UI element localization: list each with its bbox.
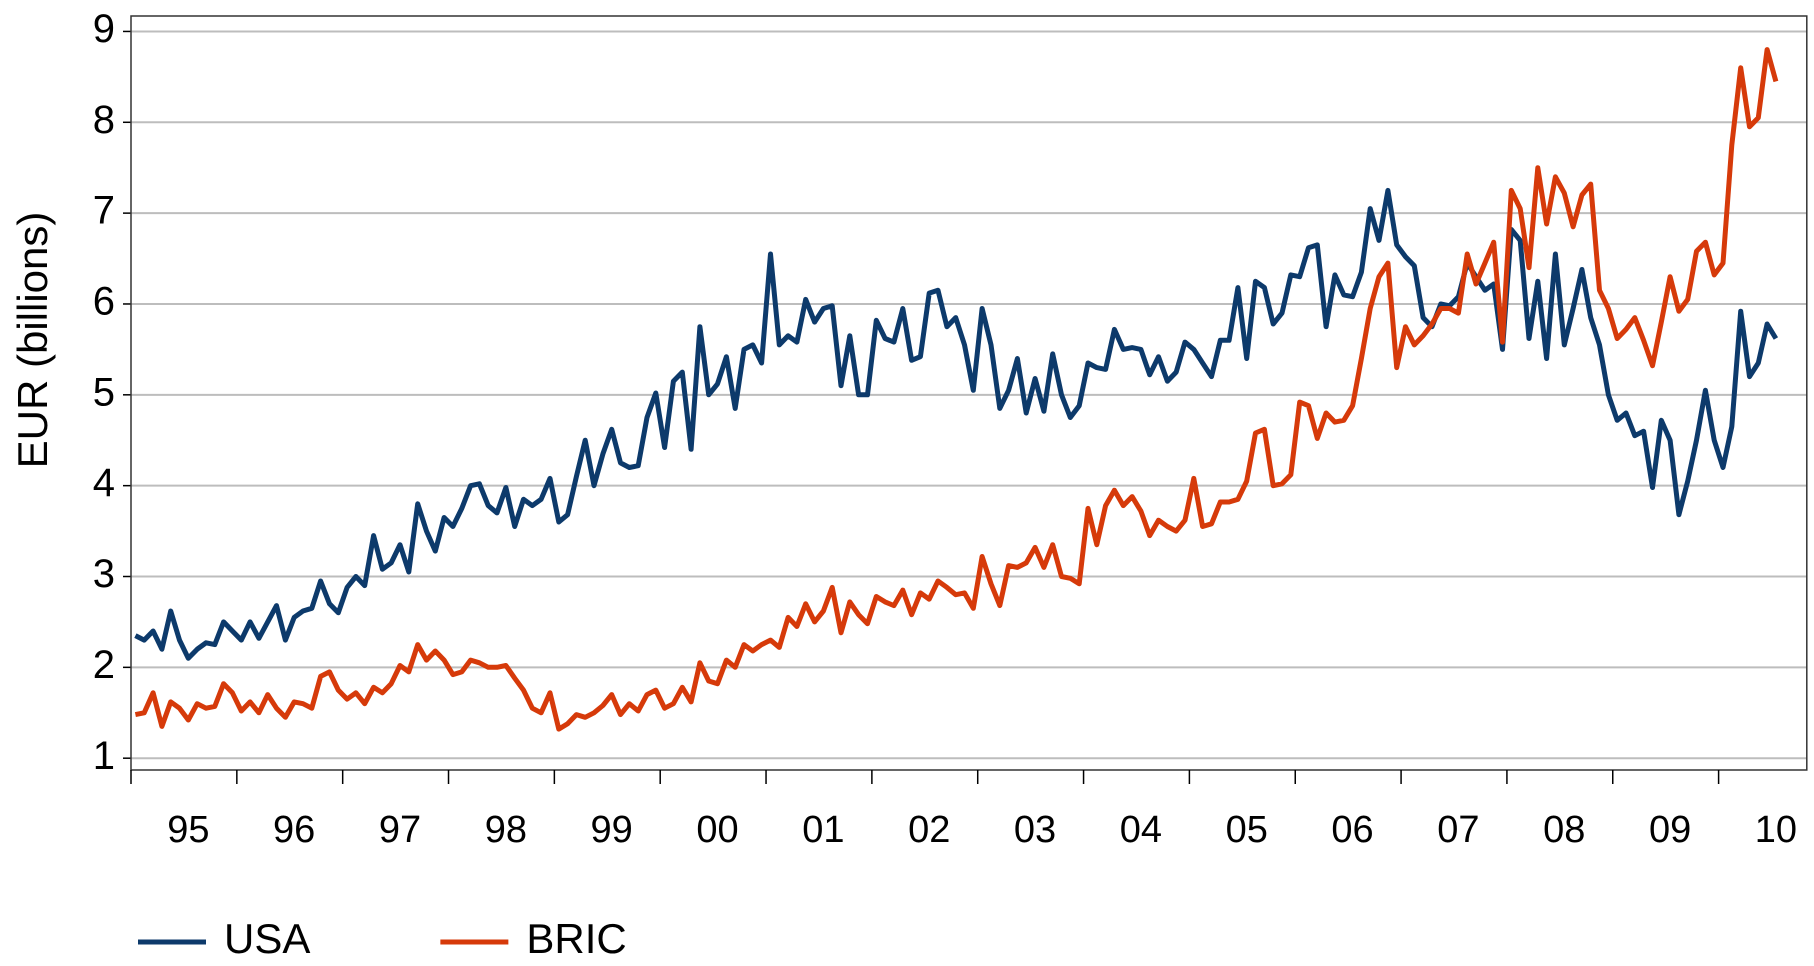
x-tick-label: 08 — [1543, 809, 1585, 851]
y-tick-label: 5 — [93, 370, 115, 414]
y-tick-label: 8 — [93, 98, 115, 142]
x-tick-label: 10 — [1755, 809, 1797, 851]
y-axis-label: EUR (billions) — [9, 212, 56, 469]
x-tick-label: 04 — [1120, 809, 1162, 851]
y-tick-label: 2 — [93, 643, 115, 687]
legend-label: BRIC — [526, 915, 626, 961]
x-tick-label: 09 — [1649, 809, 1691, 851]
y-tick-label: 1 — [93, 734, 115, 778]
series-line — [134, 187, 1779, 661]
x-tick-label: 00 — [696, 809, 738, 851]
y-tick-label: 3 — [93, 552, 115, 596]
x-tick-label: 06 — [1331, 809, 1373, 851]
y-tick-label: 7 — [93, 189, 115, 233]
x-tick-label: 98 — [485, 809, 527, 851]
x-tick-label: 07 — [1437, 809, 1479, 851]
series-line — [134, 47, 1779, 732]
x-tick-label: 01 — [802, 809, 844, 851]
x-tick-label: 02 — [908, 809, 950, 851]
y-tick-label: 4 — [93, 461, 115, 505]
x-tick-label: 96 — [273, 809, 315, 851]
x-tick-label: 95 — [167, 809, 209, 851]
x-tick-label: 05 — [1226, 809, 1268, 851]
y-tick-label: 9 — [93, 7, 115, 51]
x-tick-label: 99 — [591, 809, 633, 851]
x-tick-label: 97 — [379, 809, 421, 851]
plot-frame — [130, 15, 1808, 771]
legend-label: USA — [224, 915, 310, 961]
x-tick-label: 03 — [1014, 809, 1056, 851]
y-tick-label: 6 — [93, 280, 115, 324]
